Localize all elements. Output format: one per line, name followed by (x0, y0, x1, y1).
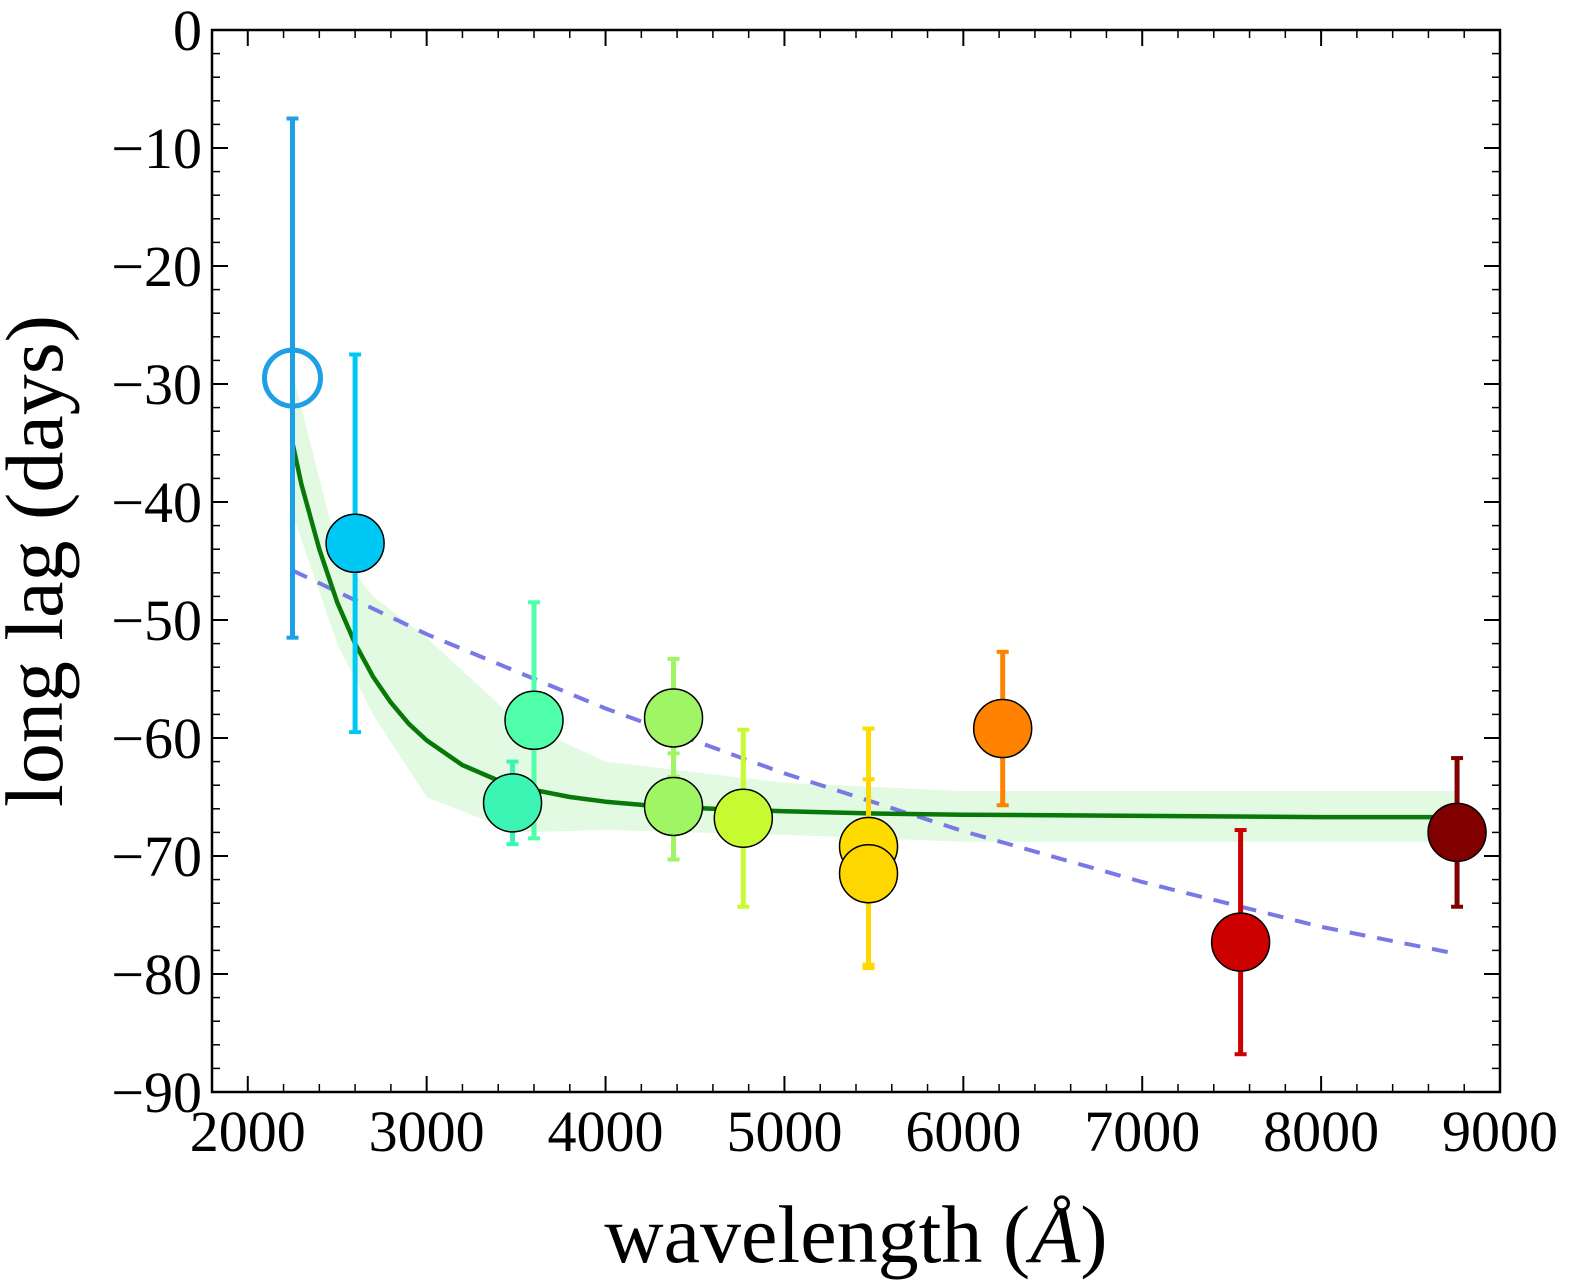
y-tick-label-9: −90 (111, 1060, 202, 1125)
y-tick-label-3: −30 (111, 352, 202, 417)
data-point-2 (482, 773, 543, 833)
x-tick-label-2: 4000 (548, 1099, 664, 1164)
x-tick-label-0: 2000 (190, 1099, 306, 1164)
y-tick-label-6: −60 (111, 706, 202, 771)
y-tick-label-5: −50 (111, 588, 202, 653)
y-tick-label-7: −70 (111, 824, 202, 889)
fit-confidence-band (292, 372, 1458, 842)
data-point-5 (643, 776, 704, 837)
y-tick-label-0: 0 (173, 0, 202, 63)
data-point-1 (325, 513, 385, 574)
x-axis-label-text: wavelength ( (604, 1189, 1030, 1280)
data-point-3 (504, 690, 564, 751)
y-tick-label-4: −40 (111, 470, 202, 535)
y-tick-label-2: −20 (111, 234, 202, 299)
x-tick-label-4: 6000 (905, 1099, 1021, 1164)
x-axis-label: wavelength (Å) (604, 1189, 1107, 1280)
x-axis-label-unit: Å (1025, 1189, 1081, 1280)
y-axis-label: long lag (days) (0, 315, 80, 807)
y-tick-label-8: −80 (111, 942, 202, 1007)
data-point-open-0 (262, 347, 323, 409)
data-point-6 (713, 788, 774, 848)
x-tick-label-3: 5000 (726, 1099, 842, 1164)
x-axis-label-close: ) (1080, 1189, 1107, 1280)
data-point-10 (1210, 912, 1271, 972)
dashed-model-line (291, 568, 1458, 956)
plot-frame (210, 28, 1502, 1094)
data-point-8 (838, 843, 899, 904)
x-tick-label-1: 3000 (369, 1099, 485, 1164)
x-tick-label-7: 9000 (1442, 1099, 1558, 1164)
data-point-9 (972, 698, 1033, 759)
x-tick-label-6: 8000 (1263, 1099, 1379, 1164)
data-point-11 (1427, 802, 1487, 863)
data-point-4 (643, 688, 704, 748)
y-tick-label-1: −10 (111, 116, 202, 181)
x-tick-label-5: 7000 (1084, 1099, 1200, 1164)
